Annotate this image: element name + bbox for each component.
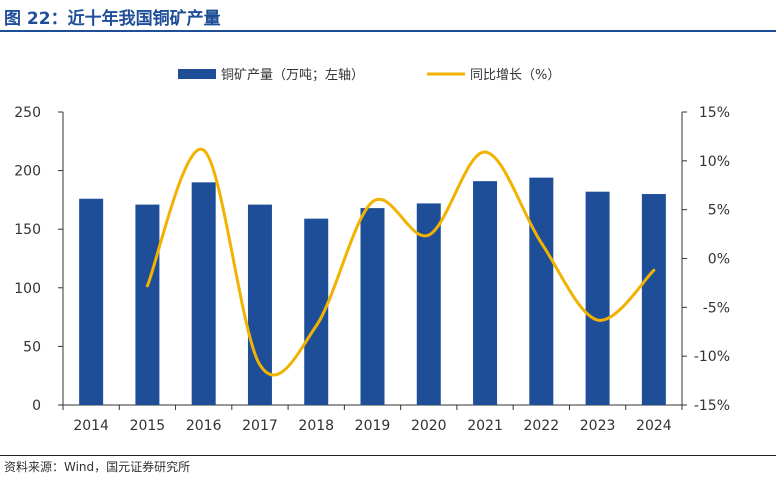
legend-label-line: 同比增长（%） (470, 68, 560, 83)
bar-2024 (641, 194, 666, 405)
x-tick-label: 2020 (411, 418, 447, 434)
axes: 0 50 100 150 200 250 -15% -10% -5% 0% 5% 10% 15% 2014… (14, 105, 730, 434)
source-note: 资料来源：Wind，国元证券研究所 (4, 460, 191, 474)
legend-swatch-bar (178, 69, 216, 79)
y-left-tick-label: 200 (14, 164, 41, 180)
y-right-tick-label: -15% (694, 398, 730, 414)
bar-2015 (135, 204, 160, 405)
legend: 铜矿产量（万吨；左轴） 同比增长（%） (178, 68, 560, 83)
x-tick-label: 2017 (242, 418, 278, 434)
y-right-tick-label: 5% (708, 203, 730, 219)
bar-2023 (585, 191, 610, 405)
x-tick-label: 2022 (523, 418, 559, 434)
line-series (145, 147, 656, 377)
y-right-tick-label: -5% (703, 300, 730, 316)
x-tick-label: 2014 (73, 418, 109, 434)
y-left-tick-label: 100 (14, 281, 41, 297)
y-left-tick-label: 150 (14, 222, 41, 238)
y-right-tick-label: 0% (708, 252, 730, 268)
bar-2020 (416, 203, 441, 405)
bar-2016 (191, 182, 216, 405)
y-left-tick-label: 0 (32, 398, 41, 414)
x-tick-label: 2021 (467, 418, 503, 434)
y-right-tick-label: 15% (699, 105, 730, 121)
x-tick-label: 2019 (355, 418, 391, 434)
growth-line (145, 147, 656, 377)
y-right-tick-label: 10% (699, 154, 730, 170)
figure-title: 图 22：近十年我国铜矿产量 (4, 9, 221, 29)
x-tick-label: 2016 (186, 418, 222, 434)
title-divider (0, 30, 776, 32)
bar-2022 (529, 177, 554, 405)
chart: 铜矿产量（万吨；左轴） 同比增长（%） 0 50 100 150 200 250 -15% -… (14, 68, 730, 434)
bar-series (79, 177, 666, 405)
bar-2021 (473, 181, 498, 405)
bar-2019 (360, 208, 385, 405)
bar-2014 (79, 198, 104, 405)
x-tick-label: 2023 (580, 418, 616, 434)
y-left-tick-label: 50 (23, 339, 41, 355)
x-tick-label: 2015 (130, 418, 166, 434)
x-tick-label: 2024 (636, 418, 672, 434)
y-left-tick-label: 250 (14, 105, 41, 121)
footer-divider (0, 455, 776, 456)
y-right-tick-label: -10% (694, 349, 730, 365)
legend-label-bar: 铜矿产量（万吨；左轴） (221, 68, 364, 83)
x-tick-label: 2018 (298, 418, 334, 434)
